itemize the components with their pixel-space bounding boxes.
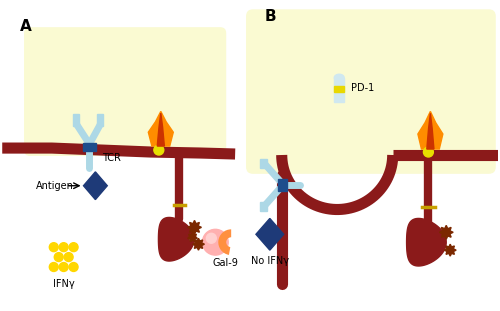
Circle shape — [50, 262, 58, 272]
Polygon shape — [158, 217, 194, 261]
Circle shape — [202, 229, 228, 255]
Polygon shape — [256, 218, 283, 250]
Polygon shape — [427, 113, 434, 149]
Circle shape — [59, 262, 68, 272]
Circle shape — [59, 243, 68, 252]
Polygon shape — [188, 232, 198, 242]
Bar — [334, 78, 344, 103]
Polygon shape — [440, 225, 453, 239]
Text: No IFNγ: No IFNγ — [251, 256, 289, 266]
Polygon shape — [418, 111, 443, 149]
Bar — [98, 114, 103, 126]
Text: PD-1: PD-1 — [351, 83, 374, 93]
Bar — [72, 114, 78, 126]
Polygon shape — [157, 113, 164, 146]
Bar — [278, 179, 286, 191]
Polygon shape — [148, 111, 174, 146]
Circle shape — [154, 145, 164, 155]
Ellipse shape — [334, 74, 344, 81]
Circle shape — [50, 243, 58, 252]
Text: TCR: TCR — [102, 153, 121, 163]
Circle shape — [424, 147, 434, 157]
Wedge shape — [218, 229, 231, 255]
FancyBboxPatch shape — [246, 9, 496, 174]
Circle shape — [64, 253, 73, 262]
Circle shape — [54, 253, 63, 262]
Circle shape — [69, 262, 78, 272]
Polygon shape — [188, 220, 202, 234]
Text: IFNγ: IFNγ — [53, 279, 74, 289]
FancyBboxPatch shape — [24, 27, 226, 156]
Text: A: A — [20, 19, 32, 34]
Polygon shape — [406, 218, 446, 266]
Bar — [82, 143, 96, 151]
Bar — [260, 159, 267, 168]
Polygon shape — [444, 244, 456, 256]
Circle shape — [206, 233, 216, 243]
Text: Antigen: Antigen — [36, 181, 74, 191]
Bar — [260, 202, 267, 211]
Bar — [334, 86, 344, 91]
Polygon shape — [192, 238, 204, 250]
Text: Gal-9: Gal-9 — [212, 258, 238, 268]
Circle shape — [69, 243, 78, 252]
Polygon shape — [84, 172, 108, 200]
Text: B: B — [265, 9, 276, 24]
